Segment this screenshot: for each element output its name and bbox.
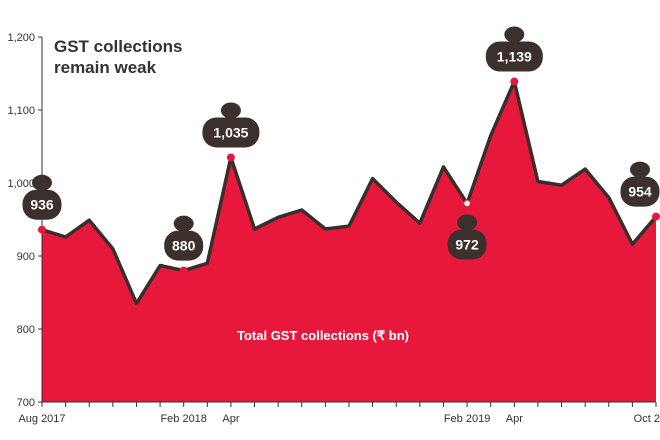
data-point-marker [37,225,46,234]
money-bag-body [202,117,260,148]
x-tick-label: Oct 2019 [634,413,660,425]
y-tick-label: 800 [17,324,35,336]
x-tick-label: Aug 2017 [18,413,65,425]
x-tick-label: Feb 2019 [444,413,490,425]
money-bag-annotation: 972 [447,214,487,260]
x-tick-label: Apr [506,413,523,425]
money-bag-annotation: 1,035 [202,102,260,148]
x-tick-label: Apr [222,413,239,425]
money-bag-body [447,229,487,260]
data-point-marker [510,77,519,86]
money-bag-annotation: 936 [22,174,62,220]
y-tick-label: 700 [17,397,35,409]
data-point-marker [463,199,472,208]
money-bag-body [164,230,204,261]
data-point-marker [179,266,188,275]
series-label: Total GST collections (₹ bn) [237,328,409,343]
chart-title-line: GST collections [54,37,182,56]
y-tick-label: 900 [17,251,35,263]
series-line [41,79,658,306]
annotation-value: 1,139 [497,49,532,65]
y-tick-label: 1,000 [7,178,35,190]
money-bag-body [620,176,660,207]
money-bag-annotation: 880 [164,215,204,261]
data-point-marker [651,212,660,221]
money-bag-body [485,41,543,72]
money-bag-annotation: 1,139 [485,26,543,72]
annotation-value: 936 [30,197,54,213]
annotation-value: 880 [172,238,196,254]
annotation-value: 1,035 [213,124,248,140]
data-point-marker [226,153,235,162]
y-tick-label: 1,100 [7,105,35,117]
x-tick-label: Feb 2018 [160,413,206,425]
y-tick-label: 1,200 [7,32,35,44]
chart-title-line: remain weak [54,58,157,77]
annotation-value: 972 [455,236,479,252]
annotation-value: 954 [628,184,652,200]
money-bag-body [22,189,62,220]
money-bag-annotation: 954 [620,161,660,207]
area-fill [42,81,656,402]
